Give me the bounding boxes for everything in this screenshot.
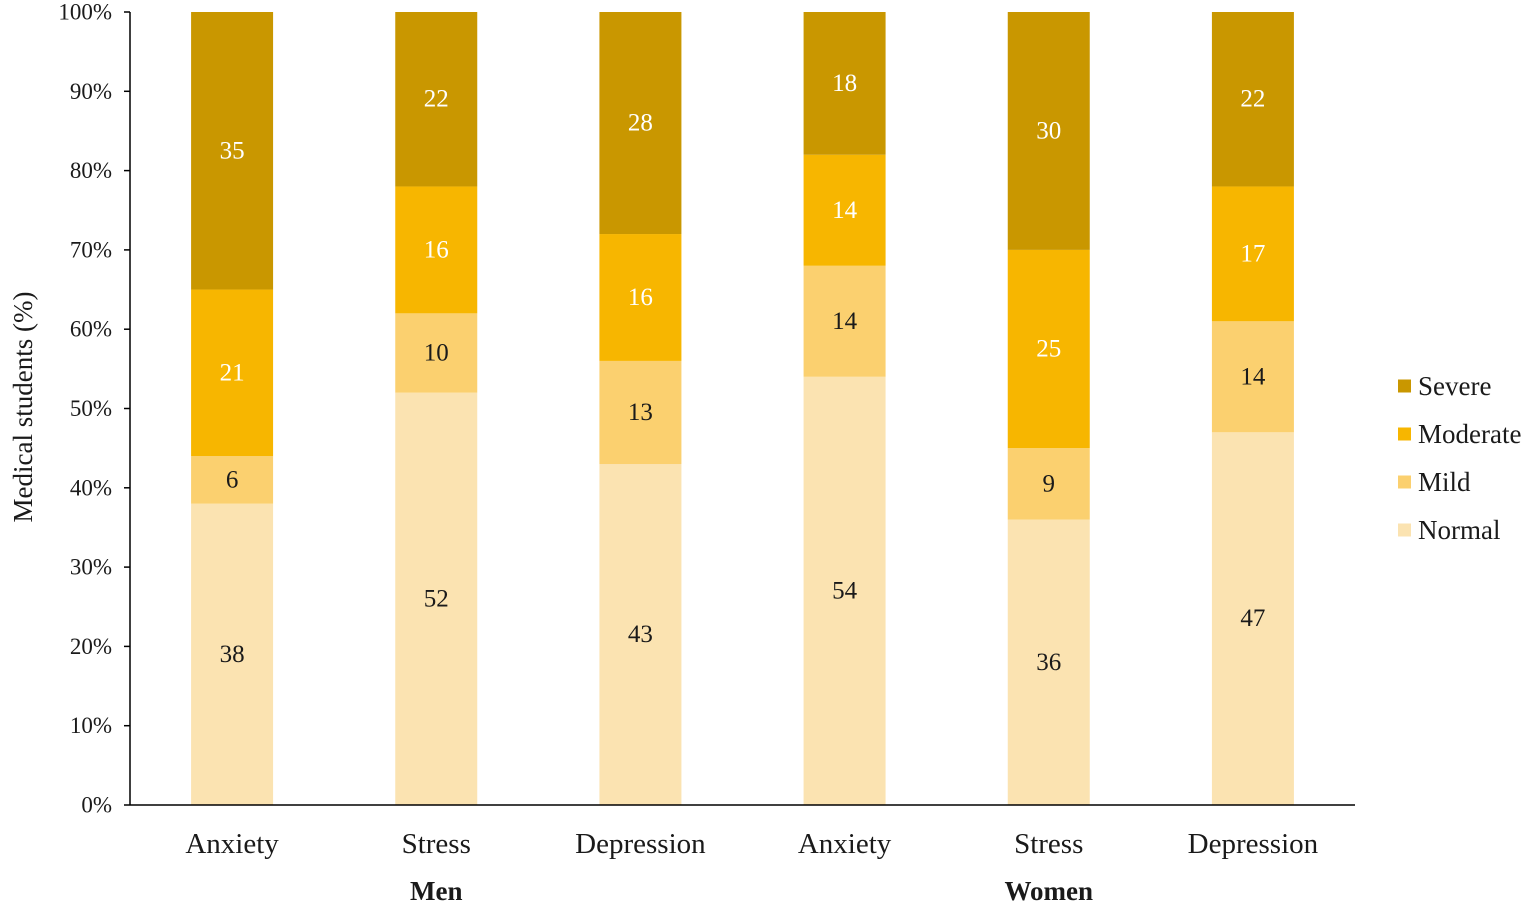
bar-segment-severe bbox=[395, 12, 478, 187]
data-label: 21 bbox=[220, 359, 245, 386]
bar-segment-mild bbox=[191, 456, 274, 504]
data-label: 38 bbox=[220, 641, 245, 668]
legend-swatch-severe bbox=[1398, 379, 1411, 393]
legend-label: Mild bbox=[1418, 467, 1471, 497]
bar-segment-moderate bbox=[1007, 249, 1090, 449]
data-label: 22 bbox=[1240, 86, 1265, 113]
y-tick-label: 0% bbox=[81, 793, 112, 818]
data-label: 36 bbox=[1036, 649, 1061, 676]
data-label: 14 bbox=[1240, 363, 1266, 390]
bar-segment-severe bbox=[803, 12, 886, 155]
legend: Severe Moderate Mild Normal bbox=[1398, 371, 1521, 545]
bar-segment-normal bbox=[1007, 519, 1090, 805]
x-axis: Anxiety Stress Depression Anxiety Stress Depr… bbox=[130, 804, 1355, 906]
bar-segment-moderate bbox=[1211, 186, 1294, 322]
bar-segment-moderate bbox=[599, 234, 682, 361]
data-label: 17 bbox=[1240, 240, 1265, 267]
data-label: 35 bbox=[220, 137, 245, 164]
bar-segment-normal bbox=[1211, 432, 1294, 805]
data-label: 14 bbox=[832, 197, 858, 224]
data-label: 25 bbox=[1036, 336, 1061, 363]
legend-swatch-mild bbox=[1398, 475, 1411, 489]
bar-segment-mild bbox=[599, 360, 682, 465]
legend-swatch-moderate bbox=[1398, 427, 1411, 441]
data-label: 43 bbox=[628, 621, 653, 648]
group-label: Men bbox=[410, 876, 462, 906]
data-label: 52 bbox=[424, 585, 449, 612]
x-tick-label: Depression bbox=[1188, 828, 1319, 860]
bar-segment-severe bbox=[599, 12, 682, 235]
bar-segment-mild bbox=[1211, 321, 1294, 433]
y-axis-title: Medical students (%) bbox=[8, 292, 38, 523]
data-label: 30 bbox=[1036, 117, 1061, 144]
bar-segment-moderate bbox=[191, 289, 274, 457]
bar-segment-normal bbox=[599, 464, 682, 805]
data-label: 10 bbox=[424, 339, 449, 366]
x-tick-label: Anxiety bbox=[185, 828, 279, 860]
y-tick-label: 10% bbox=[70, 713, 112, 738]
y-tick-label: 90% bbox=[70, 79, 112, 104]
bar-segment-moderate bbox=[803, 154, 886, 266]
data-label: 22 bbox=[424, 86, 449, 113]
y-tick-label: 50% bbox=[70, 396, 112, 421]
y-tick-label: 60% bbox=[70, 317, 112, 342]
y-axis: 0% 10% 20% 30% 40% 50% 60% 70% 80% 90% 100% bbox=[58, 0, 131, 818]
y-tick-label: 40% bbox=[70, 475, 112, 500]
legend-label: Severe bbox=[1418, 371, 1491, 401]
data-label: 14 bbox=[832, 308, 858, 335]
data-label: 16 bbox=[628, 284, 653, 311]
x-tick-label: Anxiety bbox=[798, 828, 892, 860]
x-tick-label: Stress bbox=[1014, 828, 1083, 860]
x-tick-label: Stress bbox=[402, 828, 471, 860]
y-tick-label: 70% bbox=[70, 237, 112, 262]
x-tick-label: Depression bbox=[575, 828, 706, 860]
y-tick-label: 100% bbox=[58, 0, 112, 25]
y-tick-label: 80% bbox=[70, 158, 112, 183]
bars-layer: 38 6 21 35 52 10 16 22 43 13 16 28 54 14 14 18 36 9 25 30 47… bbox=[191, 12, 1294, 805]
legend-label: Moderate bbox=[1418, 419, 1521, 449]
data-label: 54 bbox=[832, 577, 858, 604]
data-label: 6 bbox=[226, 466, 239, 493]
bar-segment-normal bbox=[191, 503, 274, 805]
data-label: 9 bbox=[1043, 470, 1056, 497]
data-label: 18 bbox=[832, 70, 857, 97]
bar-segment-severe bbox=[1211, 12, 1294, 187]
data-label: 47 bbox=[1240, 605, 1265, 632]
bar-segment-moderate bbox=[395, 186, 478, 314]
data-label: 13 bbox=[628, 399, 653, 426]
group-label: Women bbox=[1004, 876, 1093, 906]
bar-segment-mild bbox=[395, 313, 478, 393]
y-tick-label: 30% bbox=[70, 555, 112, 580]
data-label: 28 bbox=[628, 110, 653, 137]
bar-segment-normal bbox=[395, 392, 478, 805]
legend-label: Normal bbox=[1418, 515, 1500, 545]
bar-segment-mild bbox=[803, 265, 886, 377]
bar-segment-normal bbox=[803, 376, 886, 805]
legend-swatch-normal bbox=[1398, 523, 1411, 537]
bar-segment-severe bbox=[1007, 12, 1090, 250]
y-tick-label: 20% bbox=[70, 634, 112, 659]
bar-segment-severe bbox=[191, 12, 274, 290]
bar-segment-mild bbox=[1007, 448, 1090, 520]
data-label: 16 bbox=[424, 236, 449, 263]
